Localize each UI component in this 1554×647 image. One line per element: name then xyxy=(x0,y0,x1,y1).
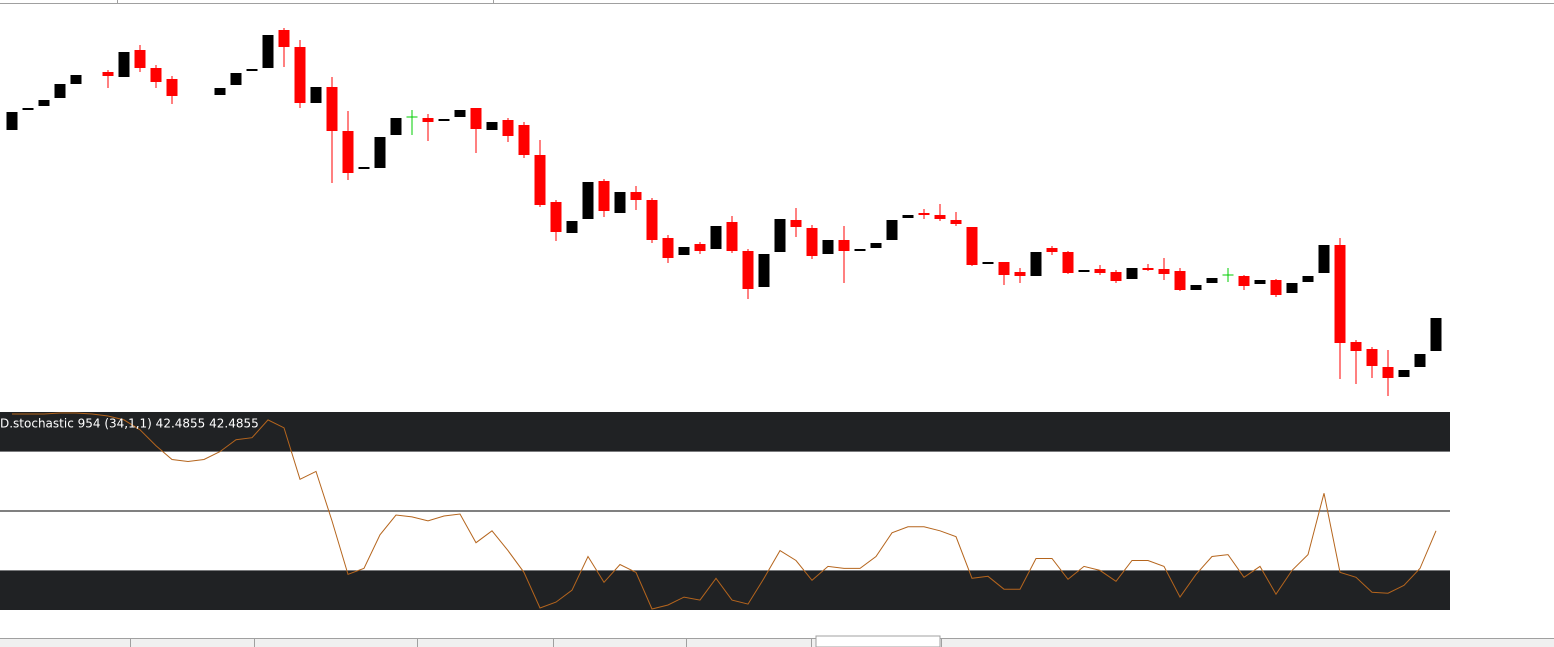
candle-body xyxy=(1142,268,1154,270)
candle-body xyxy=(662,238,674,258)
candle-body xyxy=(1094,269,1106,273)
candle-body xyxy=(1158,269,1170,274)
candle-body xyxy=(38,100,50,106)
candle-body xyxy=(630,192,642,200)
candle-body xyxy=(806,228,818,256)
candle-body xyxy=(70,75,82,84)
candle-body xyxy=(214,88,226,95)
candle-body xyxy=(390,118,402,135)
candle-body xyxy=(1126,268,1138,279)
candle-body xyxy=(774,219,786,252)
candle-body xyxy=(1030,252,1042,276)
candle-body xyxy=(326,87,338,131)
candle-body xyxy=(726,222,738,251)
candle-body xyxy=(598,181,610,211)
candle-body xyxy=(1238,276,1250,286)
candle-body xyxy=(422,118,434,122)
candle-body xyxy=(710,226,722,249)
candle-body xyxy=(822,240,834,254)
candle-body xyxy=(342,131,354,173)
candle-body xyxy=(134,50,146,68)
candle-body xyxy=(374,137,386,168)
candle-body xyxy=(278,30,290,47)
candle-body xyxy=(838,240,850,251)
candle-body xyxy=(1350,342,1362,351)
candle-body xyxy=(934,215,946,219)
candle-body xyxy=(470,108,482,129)
candle-body xyxy=(1334,245,1346,343)
stochastic-line xyxy=(12,412,1437,610)
candle-body xyxy=(566,221,578,233)
zone-band xyxy=(0,412,1450,452)
candle-body xyxy=(534,155,546,205)
candle-body xyxy=(118,52,130,77)
candle-body xyxy=(1270,280,1282,295)
candle-body xyxy=(262,35,274,68)
candle-body xyxy=(454,110,466,117)
tab-strip xyxy=(0,635,1554,647)
candle-body xyxy=(166,79,178,96)
candle-body xyxy=(790,220,802,227)
candle-body xyxy=(6,112,18,130)
candle-body xyxy=(1382,367,1394,378)
candle-body xyxy=(1430,318,1442,351)
candle-body xyxy=(1302,276,1314,282)
candle-body xyxy=(870,243,882,248)
candle-body xyxy=(1174,271,1186,290)
indicator-label: D.stochastic 954 (34,1,1) 42.4855 42.485… xyxy=(0,417,259,431)
candle-body xyxy=(1046,248,1058,252)
candle-body xyxy=(1398,370,1410,377)
candle-body xyxy=(1286,283,1298,293)
candle-body xyxy=(966,227,978,265)
tab-bar xyxy=(0,638,1554,647)
candle-body xyxy=(502,120,514,136)
candle-body xyxy=(1062,252,1074,273)
candle-body xyxy=(486,122,498,130)
candle-body xyxy=(886,220,898,240)
candle-body xyxy=(230,73,242,85)
candle-body xyxy=(646,200,658,240)
candle-body xyxy=(1110,272,1122,281)
candle-body xyxy=(1318,245,1330,273)
candle-body xyxy=(742,251,754,289)
candle-body xyxy=(1254,280,1266,284)
candle-body xyxy=(54,84,66,98)
candle-body xyxy=(102,72,114,76)
candle-body xyxy=(1414,354,1426,367)
candle-body xyxy=(150,68,162,82)
candle-body xyxy=(1206,278,1218,283)
candle-body xyxy=(694,244,706,251)
candle-body xyxy=(518,125,530,155)
candle-body xyxy=(678,247,690,255)
candle-body xyxy=(1014,272,1026,276)
candle-body xyxy=(614,192,626,213)
candle-body xyxy=(550,202,562,232)
indicator-pane: D.stochastic 954 (34,1,1) 42.4855 42.485… xyxy=(0,412,1450,610)
candle-body xyxy=(918,213,930,215)
price-pane xyxy=(6,28,1442,396)
candle-body xyxy=(1366,349,1378,366)
candle-body xyxy=(582,182,594,219)
candle-body xyxy=(1190,285,1202,290)
candle-body xyxy=(294,47,306,103)
candle-body xyxy=(950,220,962,224)
active-tab[interactable] xyxy=(815,635,941,647)
candle-body xyxy=(310,87,322,103)
candle-body xyxy=(902,215,914,218)
candle-body xyxy=(758,254,770,287)
candle-body xyxy=(998,262,1010,275)
